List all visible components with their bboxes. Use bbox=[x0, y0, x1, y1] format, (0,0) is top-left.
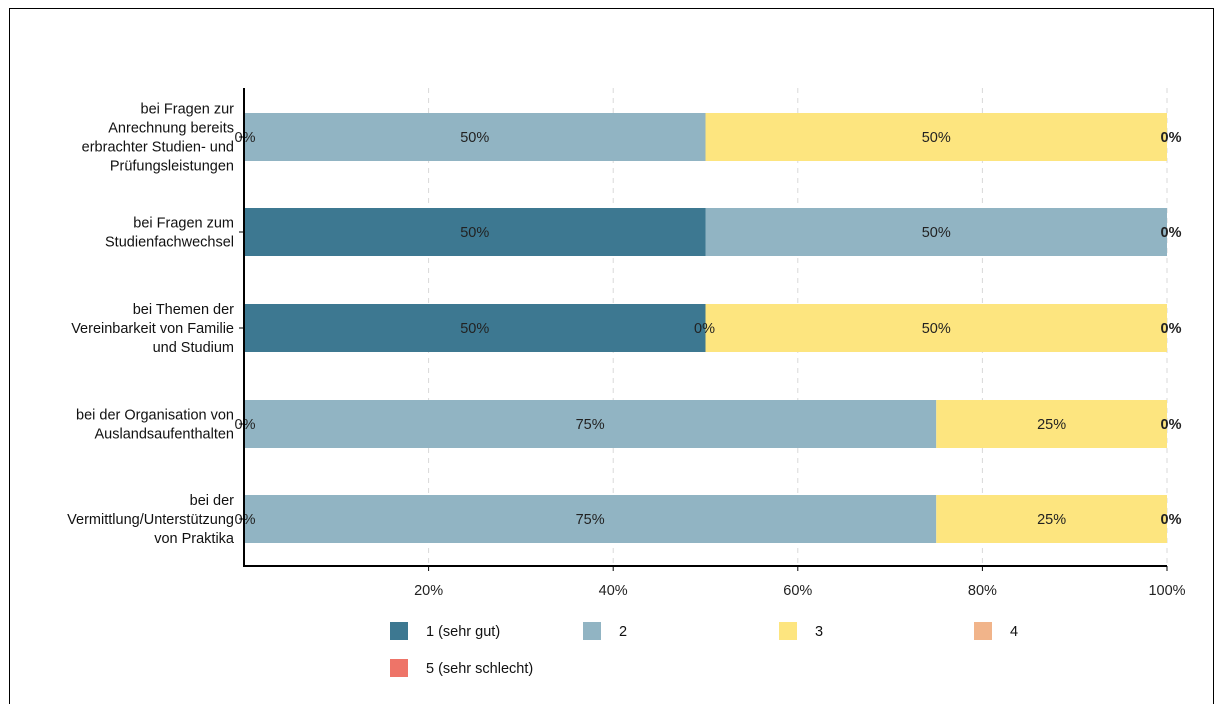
bar-segment bbox=[244, 400, 937, 448]
data-label: 0% bbox=[1161, 225, 1182, 241]
legend-swatch bbox=[390, 622, 408, 640]
data-label: 0% bbox=[1161, 130, 1182, 146]
data-label: 0% bbox=[1161, 512, 1182, 528]
category-label: und Studium bbox=[153, 340, 234, 356]
category-label: Auslandsaufenthalten bbox=[95, 427, 234, 443]
legend-swatch bbox=[583, 622, 601, 640]
category-label: bei Fragen zur bbox=[141, 102, 235, 118]
legend-label: 2 bbox=[619, 624, 627, 640]
category-label: bei Themen der bbox=[133, 302, 234, 318]
category-label: Anrechnung bereits bbox=[108, 121, 234, 137]
bar-segment bbox=[936, 495, 1167, 543]
legend-label: 3 bbox=[815, 624, 823, 640]
bar-segment bbox=[705, 208, 1167, 256]
legend-swatch bbox=[974, 622, 992, 640]
x-tick-label: 60% bbox=[783, 583, 812, 599]
x-tick-label: 40% bbox=[599, 583, 628, 599]
category-label: bei Fragen zum bbox=[133, 216, 234, 232]
category-label: Studienfachwechsel bbox=[105, 235, 234, 251]
data-label: 50% bbox=[460, 130, 489, 146]
bar-segment bbox=[244, 113, 706, 161]
category-label: bei der bbox=[190, 493, 235, 509]
data-label: 50% bbox=[922, 321, 951, 337]
category-label: bei der Organisation von bbox=[76, 408, 234, 424]
x-tick-label: 80% bbox=[968, 583, 997, 599]
bar-segment bbox=[705, 304, 1167, 352]
category-label: erbrachter Studien- und bbox=[82, 140, 234, 156]
legend-label: 4 bbox=[1010, 624, 1018, 640]
data-label: 50% bbox=[460, 321, 489, 337]
data-label: 50% bbox=[460, 225, 489, 241]
data-label: 0% bbox=[235, 417, 256, 433]
data-label: 25% bbox=[1037, 512, 1066, 528]
data-label: 0% bbox=[235, 512, 256, 528]
chart-frame bbox=[9, 8, 1214, 704]
data-label: 75% bbox=[576, 512, 605, 528]
bar-segment bbox=[244, 208, 706, 256]
data-label: 25% bbox=[1037, 417, 1066, 433]
bar-segment bbox=[705, 113, 1167, 161]
bar-segment bbox=[244, 495, 937, 543]
data-label: 0% bbox=[1161, 417, 1182, 433]
legend-label: 1 (sehr gut) bbox=[426, 624, 500, 640]
legend-swatch bbox=[779, 622, 797, 640]
legend-label: 5 (sehr schlecht) bbox=[426, 661, 533, 677]
data-label: 50% bbox=[922, 225, 951, 241]
bar-segment bbox=[244, 304, 706, 352]
category-label: Vereinbarkeit von Familie bbox=[71, 321, 234, 337]
data-label: 0% bbox=[235, 130, 256, 146]
category-label: von Praktika bbox=[154, 531, 235, 547]
data-label: 0% bbox=[694, 321, 715, 337]
category-label: Prüfungsleistungen bbox=[110, 159, 234, 175]
x-tick-label: 100% bbox=[1148, 583, 1185, 599]
data-label: 50% bbox=[922, 130, 951, 146]
category-label: Vermittlung/Unterstützung bbox=[67, 512, 234, 528]
data-label: 75% bbox=[576, 417, 605, 433]
x-tick-label: 20% bbox=[414, 583, 443, 599]
data-label: 0% bbox=[1161, 321, 1182, 337]
legend-swatch bbox=[390, 659, 408, 677]
bar-segment bbox=[936, 400, 1167, 448]
